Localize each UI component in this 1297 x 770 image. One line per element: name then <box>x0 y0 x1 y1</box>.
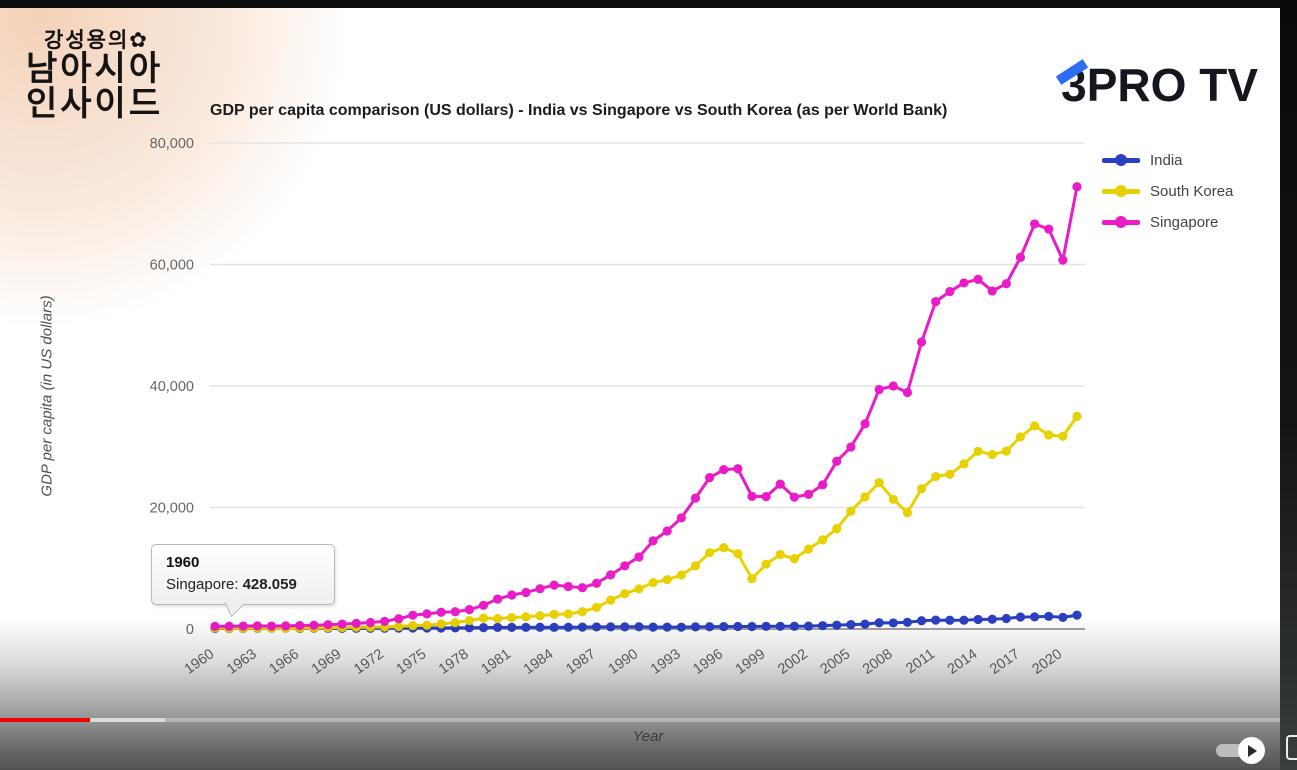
tooltip-series-value: Singapore: 428.059 <box>166 576 297 593</box>
svg-text:1987: 1987 <box>563 646 599 678</box>
tooltip-year: 1960 <box>166 554 200 571</box>
singapore-line-marker-icon <box>1102 211 1140 233</box>
svg-text:1981: 1981 <box>478 646 514 678</box>
right-letterbox <box>1280 0 1297 770</box>
svg-text:1969: 1969 <box>309 646 345 678</box>
seek-bar[interactable] <box>0 718 1280 722</box>
svg-text:1990: 1990 <box>606 646 642 678</box>
legend-label: India <box>1150 151 1183 169</box>
legend-item-india: India <box>1102 149 1233 171</box>
svg-text:2020: 2020 <box>1030 646 1066 678</box>
seek-bar-played <box>0 718 90 722</box>
svg-text:1960: 1960 <box>182 646 218 678</box>
svg-text:1978: 1978 <box>436 646 472 678</box>
legend-label: Singapore <box>1150 213 1219 231</box>
svg-text:1999: 1999 <box>733 646 769 678</box>
svg-text:1972: 1972 <box>351 646 387 678</box>
miniplayer-icon[interactable] <box>1286 735 1297 760</box>
x-axis-label: Year <box>632 728 664 745</box>
svg-text:1966: 1966 <box>266 646 302 678</box>
svg-text:2017: 2017 <box>987 646 1023 678</box>
svg-text:20,000: 20,000 <box>150 501 194 517</box>
autoplay-toggle[interactable] <box>1216 737 1265 764</box>
svg-text:80,000: 80,000 <box>150 136 194 152</box>
svg-text:2014: 2014 <box>945 646 981 678</box>
svg-text:1984: 1984 <box>521 646 557 678</box>
india-line-marker-icon <box>1102 149 1140 171</box>
play-icon <box>1248 744 1257 757</box>
svg-text:2005: 2005 <box>818 646 854 678</box>
video-surface[interactable]: 강성용의✿ 남아시아 인사이드 3PRO TV GDP per capita c… <box>0 8 1280 770</box>
autoplay-knob[interactable] <box>1238 737 1265 764</box>
tooltip-value: 428.059 <box>242 576 297 593</box>
svg-text:1996: 1996 <box>690 646 726 678</box>
svg-text:2011: 2011 <box>903 646 938 677</box>
legend-item-singapore: Singapore <box>1102 211 1233 233</box>
svg-text:40,000: 40,000 <box>150 379 194 395</box>
chart-tooltip: 1960 Singapore: 428.059 <box>151 544 335 618</box>
svg-text:1975: 1975 <box>394 646 430 678</box>
legend-label: South Korea <box>1150 182 1234 200</box>
svg-text:60,000: 60,000 <box>150 258 194 274</box>
svg-text:0: 0 <box>186 622 194 638</box>
svg-text:2002: 2002 <box>775 646 811 678</box>
south-korea-line-marker-icon <box>1102 180 1140 202</box>
top-letterbox <box>0 0 1280 8</box>
legend-item-south-korea: South Korea <box>1102 180 1233 202</box>
chart-legend: India South Korea Singapore <box>1102 149 1233 242</box>
svg-text:1963: 1963 <box>224 646 260 678</box>
svg-text:2008: 2008 <box>860 646 896 678</box>
svg-text:1993: 1993 <box>648 646 684 678</box>
